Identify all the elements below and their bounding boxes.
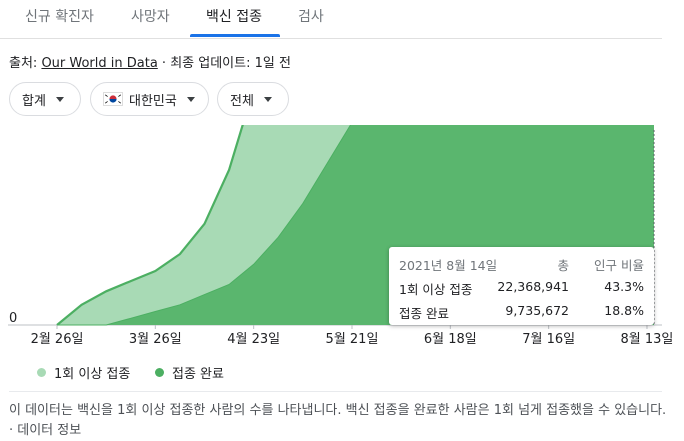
x-tick-label: 6월 18일	[424, 332, 477, 347]
measure-dropdown[interactable]: 합계	[9, 82, 81, 116]
x-tick-label: 8월 13일	[621, 332, 674, 347]
divider	[9, 391, 662, 392]
tooltip-row-ratio: 43.3%	[604, 279, 644, 294]
chevron-down-icon	[186, 96, 195, 102]
tab-bar: 신규 확진자 사망자 백신 접종 검사	[0, 0, 662, 39]
x-tick-label: 2월 26일	[31, 332, 84, 347]
range-dropdown[interactable]: 전체	[217, 82, 289, 116]
tab-tests[interactable]: 검사	[298, 9, 324, 25]
x-tick-label: 5월 21일	[326, 332, 379, 347]
tab-vaccinations[interactable]: 백신 접종	[206, 9, 262, 25]
chart-tooltip: 2021년 8월 14일 총 인구 비율 1회 이상 접종 22,368,941…	[389, 247, 654, 325]
x-tick-label: 4월 23일	[227, 332, 280, 347]
source-prefix: 출처:	[9, 56, 42, 71]
y-tick-label: 0	[9, 311, 17, 326]
x-tick-label: 7월 16일	[522, 332, 575, 347]
tooltip-col-ratio: 인구 비율	[594, 258, 644, 273]
source-line: 출처: Our World in Data · 최종 업데이트: 1일 전	[9, 52, 291, 71]
legend-dot-icon	[155, 368, 164, 377]
tooltip-row-total: 9,735,672	[505, 303, 569, 318]
chevron-down-icon	[55, 96, 64, 102]
legend-first-dose[interactable]: 1회 이상 접종	[37, 363, 130, 382]
range-value: 전체	[230, 93, 254, 109]
active-tab-indicator	[190, 34, 280, 37]
tooltip-row: 접종 완료 9,735,672 18.8%	[399, 303, 644, 323]
legend-complete[interactable]: 접종 완료	[155, 363, 224, 382]
line-complete	[57, 125, 352, 326]
legend-dot-icon	[37, 368, 46, 377]
update-info: · 최종 업데이트: 1일 전	[157, 56, 291, 71]
x-tick-label: 3월 26일	[129, 332, 182, 347]
line-first-dose	[56, 125, 244, 326]
legend-label: 접종 완료	[172, 367, 224, 382]
region-value: 대한민국	[129, 93, 177, 109]
tooltip-row-label: 접종 완료	[399, 306, 449, 321]
tab-new-cases[interactable]: 신규 확진자	[25, 9, 94, 25]
source-link[interactable]: Our World in Data	[41, 56, 158, 71]
tab-deaths[interactable]: 사망자	[131, 9, 170, 25]
tooltip-row-label: 1회 이상 접종	[399, 282, 473, 297]
measure-value: 합계	[22, 93, 46, 109]
tooltip-row: 1회 이상 접종 22,368,941 43.3%	[399, 279, 644, 299]
tooltip-row-total: 22,368,941	[497, 279, 569, 294]
chevron-down-icon	[263, 96, 272, 102]
description-text: 이 데이터는 백신을 1회 이상 접종한 사람의 수를 나타냅니다. 백신 접종…	[9, 403, 667, 438]
tooltip-date: 2021년 8월 14일	[399, 258, 498, 273]
tooltip-col-total: 총	[557, 258, 569, 273]
korea-flag-icon	[103, 92, 123, 106]
legend-label: 1회 이상 접종	[54, 367, 131, 382]
tooltip-row-ratio: 18.8%	[604, 303, 644, 318]
region-dropdown[interactable]: 대한민국	[90, 82, 209, 116]
